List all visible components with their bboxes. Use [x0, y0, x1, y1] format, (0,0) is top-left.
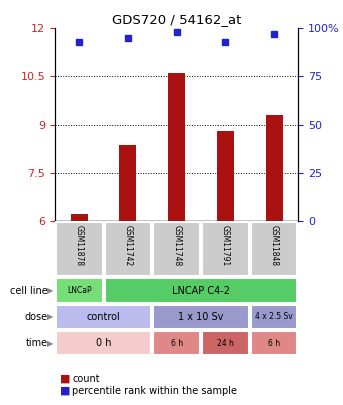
Bar [56, 222, 103, 276]
Bar [202, 222, 249, 276]
Text: 1 x 10 Sv: 1 x 10 Sv [178, 312, 224, 322]
Text: GSM11748: GSM11748 [172, 225, 181, 266]
Text: cell line: cell line [10, 286, 48, 296]
Text: LNCaP: LNCaP [67, 286, 92, 295]
Text: 0 h: 0 h [96, 338, 111, 348]
Text: ▶: ▶ [47, 286, 53, 295]
Text: GSM11791: GSM11791 [221, 225, 230, 266]
Bar [217, 131, 234, 221]
Bar [105, 279, 297, 303]
Text: ▶: ▶ [47, 339, 53, 348]
Bar [168, 73, 185, 221]
Text: 4 x 2.5 Sv: 4 x 2.5 Sv [255, 312, 293, 322]
Bar [56, 279, 103, 303]
Bar [153, 331, 200, 355]
Text: ■: ■ [60, 374, 70, 384]
Title: GDS720 / 54162_at: GDS720 / 54162_at [112, 13, 241, 26]
Text: 24 h: 24 h [217, 339, 234, 348]
Text: LNCAP C4-2: LNCAP C4-2 [172, 286, 230, 296]
Bar [71, 214, 88, 221]
Bar [119, 145, 137, 221]
Bar [153, 305, 249, 329]
Text: GSM11742: GSM11742 [123, 225, 132, 266]
Text: ■: ■ [60, 386, 70, 396]
Text: ▶: ▶ [47, 312, 53, 322]
Text: control: control [87, 312, 120, 322]
Bar [265, 115, 283, 221]
Bar [202, 331, 249, 355]
Bar [56, 305, 151, 329]
Bar [105, 222, 151, 276]
Text: GSM11878: GSM11878 [75, 225, 84, 266]
Text: 6 h: 6 h [268, 339, 280, 348]
Bar [56, 331, 151, 355]
Bar [251, 222, 297, 276]
Bar [153, 222, 200, 276]
Bar [251, 331, 297, 355]
Text: time: time [26, 338, 48, 348]
Text: percentile rank within the sample: percentile rank within the sample [72, 386, 237, 396]
Text: count: count [72, 374, 100, 384]
Text: dose: dose [25, 312, 48, 322]
Text: GSM11848: GSM11848 [270, 225, 279, 266]
Bar [251, 305, 297, 329]
Text: 6 h: 6 h [170, 339, 183, 348]
